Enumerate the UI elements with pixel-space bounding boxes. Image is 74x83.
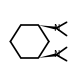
Text: N: N: [53, 24, 59, 33]
Polygon shape: [38, 25, 56, 30]
Text: N: N: [53, 50, 59, 59]
Polygon shape: [38, 53, 56, 58]
